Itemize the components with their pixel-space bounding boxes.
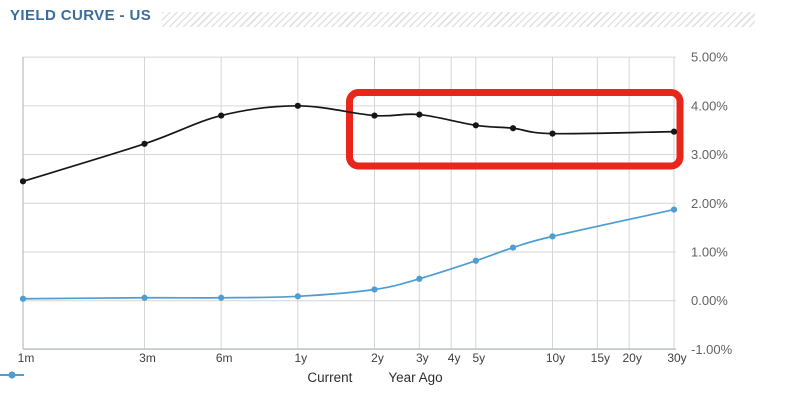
x-tick-label: 6m bbox=[216, 351, 233, 365]
series-marker-year-ago-7y[interactable] bbox=[509, 244, 517, 251]
y-tick-label: 0.00% bbox=[691, 293, 728, 308]
series-marker-current-30y[interactable] bbox=[670, 128, 678, 135]
series-marker-current-10y[interactable] bbox=[549, 130, 556, 137]
series-marker-year-ago-10y[interactable] bbox=[549, 233, 556, 240]
x-tick-label: 20y bbox=[622, 351, 641, 365]
y-tick-label: 3.00% bbox=[691, 147, 728, 162]
legend-label: Year Ago bbox=[388, 370, 443, 385]
y-tick-label: 1.00% bbox=[691, 244, 728, 259]
series-marker-year-ago-3m[interactable] bbox=[141, 294, 148, 301]
legend-item-year-ago[interactable]: Year Ago bbox=[0, 370, 443, 385]
series-layer bbox=[19, 102, 678, 302]
series-marker-current-1y[interactable] bbox=[294, 102, 301, 109]
series-marker-current-3y[interactable] bbox=[416, 111, 423, 118]
x-tick-label: 1y bbox=[294, 351, 307, 365]
series-marker-year-ago-1m[interactable] bbox=[19, 295, 27, 302]
series-marker-current-2y[interactable] bbox=[371, 112, 378, 119]
page-title: YIELD CURVE - US bbox=[10, 7, 152, 24]
y-tick-label: -1.00% bbox=[691, 342, 733, 357]
series-marker-year-ago-1y[interactable] bbox=[294, 293, 301, 300]
series-marker-year-ago-30y[interactable] bbox=[670, 206, 678, 213]
series-marker-current-1m[interactable] bbox=[19, 178, 27, 185]
series-marker-current-7y[interactable] bbox=[509, 125, 517, 132]
y-axis-labels: 5.00% 4.00% 3.00% 2.00% 1.00% 0.00% -1.00% bbox=[691, 50, 733, 357]
x-tick-label: 1m bbox=[18, 351, 35, 365]
series-marker-current-5y[interactable] bbox=[472, 122, 479, 129]
y-tick-label: 2.00% bbox=[691, 196, 728, 211]
series-marker-year-ago-6m[interactable] bbox=[218, 294, 225, 301]
y-tick-label: 5.00% bbox=[691, 50, 728, 65]
series-line-year-ago bbox=[22, 208, 675, 300]
x-tick-label: 2y bbox=[371, 351, 384, 365]
x-tick-label: 4y bbox=[448, 351, 461, 365]
series-line-current bbox=[22, 104, 675, 183]
series-marker-year-ago-3y[interactable] bbox=[416, 275, 423, 282]
series-marker-current-6m[interactable] bbox=[218, 112, 225, 119]
legend-marker-icon bbox=[0, 371, 24, 379]
y-tick-label: 4.00% bbox=[691, 98, 728, 113]
legend-item-current[interactable]: Current bbox=[0, 370, 353, 385]
highlight-box-annotation bbox=[346, 89, 684, 170]
x-tick-label: 5y bbox=[472, 351, 485, 365]
series-marker-current-3m[interactable] bbox=[141, 140, 148, 147]
widget-header: YIELD CURVE - US bbox=[0, 0, 786, 34]
x-tick-label: 3y bbox=[416, 351, 429, 365]
legend-label: Current bbox=[307, 370, 353, 385]
series-marker-year-ago-2y[interactable] bbox=[371, 286, 378, 293]
x-axis-labels: 1m 3m 6m 1y 2y 3y 4y 5y 10y 15y 20y 30y bbox=[18, 351, 687, 365]
x-tick-label: 30y bbox=[667, 351, 686, 365]
x-tick-label: 15y bbox=[591, 351, 610, 365]
x-tick-label: 10y bbox=[546, 351, 565, 365]
x-tick-label: 3m bbox=[139, 351, 156, 365]
highlight-box bbox=[346, 89, 684, 170]
series-marker-year-ago-5y[interactable] bbox=[472, 257, 479, 264]
header-hatch-decoration bbox=[162, 12, 755, 27]
chart-legend: Current Year Ago bbox=[0, 370, 750, 385]
